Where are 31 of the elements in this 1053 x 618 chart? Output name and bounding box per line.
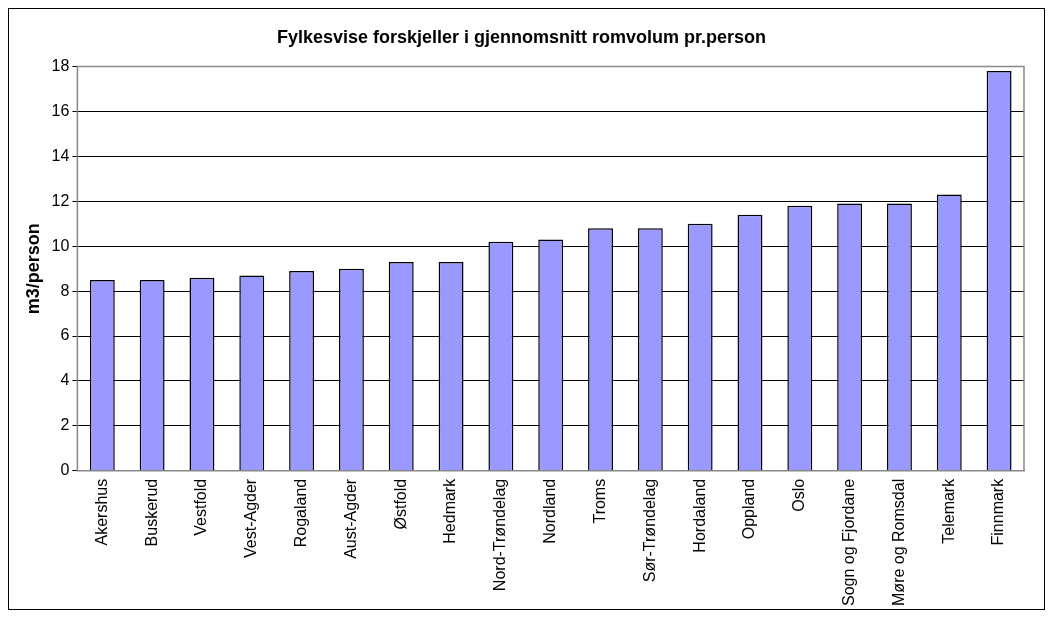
y-tick-label: 0 — [60, 461, 70, 479]
x-tick-label: Rogaland — [292, 478, 309, 548]
y-tick-label: 12 — [51, 191, 70, 209]
y-tick-label: 18 — [51, 57, 70, 75]
y-axis-title: m3/person — [22, 223, 43, 315]
x-tick-label: Hedmark — [441, 477, 459, 544]
x-tick-label: Nordland — [541, 478, 559, 544]
x-tick-label: Sogn og Fjordane — [840, 478, 858, 606]
y-tick-label: 2 — [60, 416, 70, 434]
y-tick-label: 8 — [60, 281, 70, 299]
x-tick-label: Møre og Romsdal — [889, 478, 907, 606]
x-tick-label: Finnmark — [989, 477, 1007, 546]
y-tick-label: 10 — [51, 236, 70, 254]
x-tick-label: Aust-Agder — [341, 478, 359, 559]
x-tick-label: Buskerud — [142, 478, 160, 547]
x-tick-label: Nord-Trøndelag — [491, 478, 509, 592]
x-tick-label: Troms — [590, 478, 608, 524]
y-tick-label: 16 — [51, 101, 70, 119]
x-tick-label: Vest-Agder — [242, 478, 260, 558]
x-tick-label: Oppland — [740, 478, 758, 540]
chart-title: Fylkesvise forskjeller i gjennomsnitt romvolum pr.person — [276, 26, 767, 47]
x-tick-label: Sør-Trøndelag — [640, 478, 658, 583]
y-tick-label: 4 — [60, 371, 70, 389]
x-tick-label: Vestfold — [192, 478, 210, 536]
x-tick-label: Telemark — [939, 477, 957, 544]
x-tick-label: Hordaland — [690, 478, 708, 553]
x-tick-label: Oslo — [790, 478, 808, 512]
x-tick-label: Akershus — [92, 478, 110, 546]
x-tick-label: Østfold — [391, 478, 409, 530]
y-tick-label: 14 — [51, 146, 70, 164]
y-tick-label: 6 — [60, 326, 70, 344]
